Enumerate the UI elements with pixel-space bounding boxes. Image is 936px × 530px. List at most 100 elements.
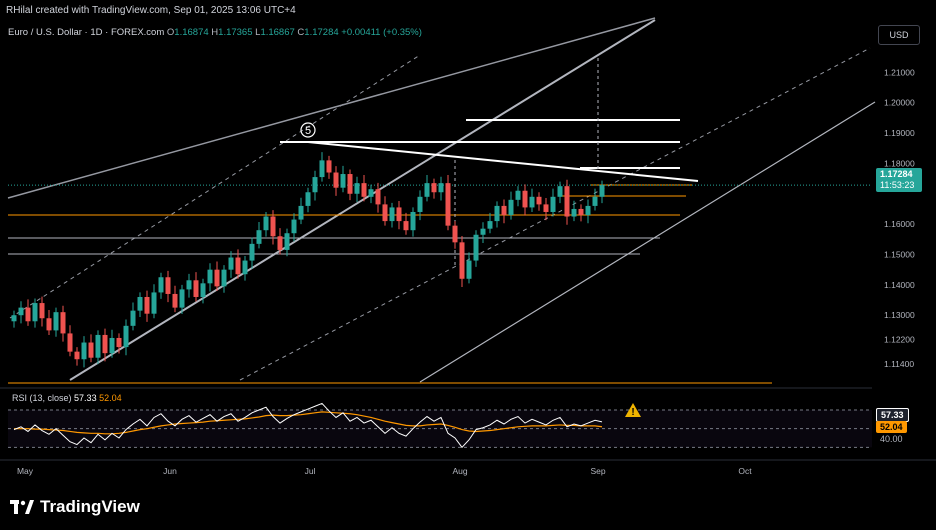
candle-body [74,351,80,360]
candle-body [228,257,234,270]
x-tick-label: Sep [590,466,605,476]
high-value: 1.17365 [218,27,253,38]
x-tick-label: Jul [305,466,316,476]
last-price-badge: 1.17284 11:53:23 [876,168,922,192]
candle-body [214,269,220,287]
candle-body [102,334,108,354]
low-value: 1.16867 [260,27,295,38]
candle-body [32,303,38,322]
candle-body [326,160,332,173]
last-price-value: 1.17284 [880,169,913,179]
candle-body [151,292,157,314]
x-tick-label: May [17,466,34,476]
tradingview-logo-icon [10,499,34,519]
candle-body [417,196,423,212]
candle-body [235,257,241,275]
y-tick-label: 1.11400 [884,359,914,369]
candle-body [123,325,129,348]
rsi-legend-value: 57.33 [74,393,97,403]
candle-body [60,312,66,334]
chart-credit: RHilal created with TradingView.com, Sep… [6,5,296,16]
candle-body [18,307,24,316]
rsi-legend-title: RSI (13, close) [12,393,72,403]
candle-body [179,289,185,308]
candle-body [473,234,479,261]
candle-body [137,296,143,311]
candle-body [305,192,311,206]
candle-body [403,221,409,231]
open-value: 1.16874 [174,27,209,38]
rsi-pane [8,402,872,449]
y-tick-label: 1.20000 [884,98,915,108]
tradingview-logo[interactable]: TradingView [10,497,140,519]
candle-body [508,199,514,216]
candle-body [522,190,528,208]
candle-body [571,208,577,217]
currency-button[interactable]: USD [878,25,920,45]
candle-body [291,219,297,234]
candle-body [459,242,465,279]
candle-body [88,342,94,358]
y-tick-label: 1.14000 [884,280,915,290]
close-value: 1.17284 [304,27,339,38]
wave-5-circle [300,122,316,138]
candle-body [515,190,521,200]
bar-countdown: 11:53:23 [880,180,915,190]
candle-body [599,185,605,197]
candle-body [382,204,388,222]
candle-body [564,186,570,217]
candle-body [298,205,304,220]
candle-body [277,236,283,250]
candle-body [452,225,458,243]
candle-body [389,207,395,222]
x-tick-label: Jun [163,466,177,476]
symbol-legend[interactable]: Euro / U.S. Dollar · 1D · FOREX.com O1.1… [8,27,422,38]
candle-body [480,228,486,235]
candle-body [354,183,360,194]
candle-body [249,243,255,261]
axes: 1.21000 1.20000 1.19000 1.18000 1.16000 1.150… [0,67,936,476]
candle-body [592,196,598,206]
candle-body [53,312,59,331]
candle-body [221,269,227,287]
candle-body [431,183,437,193]
candle-body [193,280,199,297]
candle-body [396,207,402,222]
warning-triangle-icon[interactable]: ! [624,402,642,423]
y-tick-label: 1.16000 [884,219,915,229]
rsi-level-label: 40.00 [880,434,903,444]
high-label: H [211,27,219,38]
y-tick-label: 1.15000 [884,249,915,259]
rsi-ma-badge: 52.04 [876,421,907,433]
candle-body [144,296,150,314]
candle-body [438,183,444,193]
candle-body [557,186,563,197]
candle-body [466,260,472,279]
channel-upper-dashed [9,54,421,319]
open-label: O [166,27,175,38]
rsi-legend[interactable]: RSI (13, close) 57.33 52.04 [12,393,122,403]
candle-body [319,160,325,178]
candle-body [333,172,339,188]
trendline [307,141,699,182]
candle-body [67,333,73,352]
candle-body [263,216,269,231]
y-tick-label: 1.12200 [884,334,915,344]
y-tick-label: 1.13000 [884,310,915,320]
candle-body [270,216,276,237]
y-tick-label: 1.19000 [884,128,915,138]
x-tick-label: Aug [452,466,467,476]
close-label: C [297,27,305,38]
candle-body [312,177,318,193]
candle-body [424,183,430,197]
logo-text: TradingView [40,497,140,516]
candle-body [109,337,115,354]
candle-body [46,318,52,331]
candle-body [487,221,493,229]
channel-main-lower [69,19,656,381]
symbol-name: Euro / U.S. Dollar · 1D · FOREX.com [8,27,165,38]
candle-body [368,189,374,197]
candle-body [501,205,507,216]
